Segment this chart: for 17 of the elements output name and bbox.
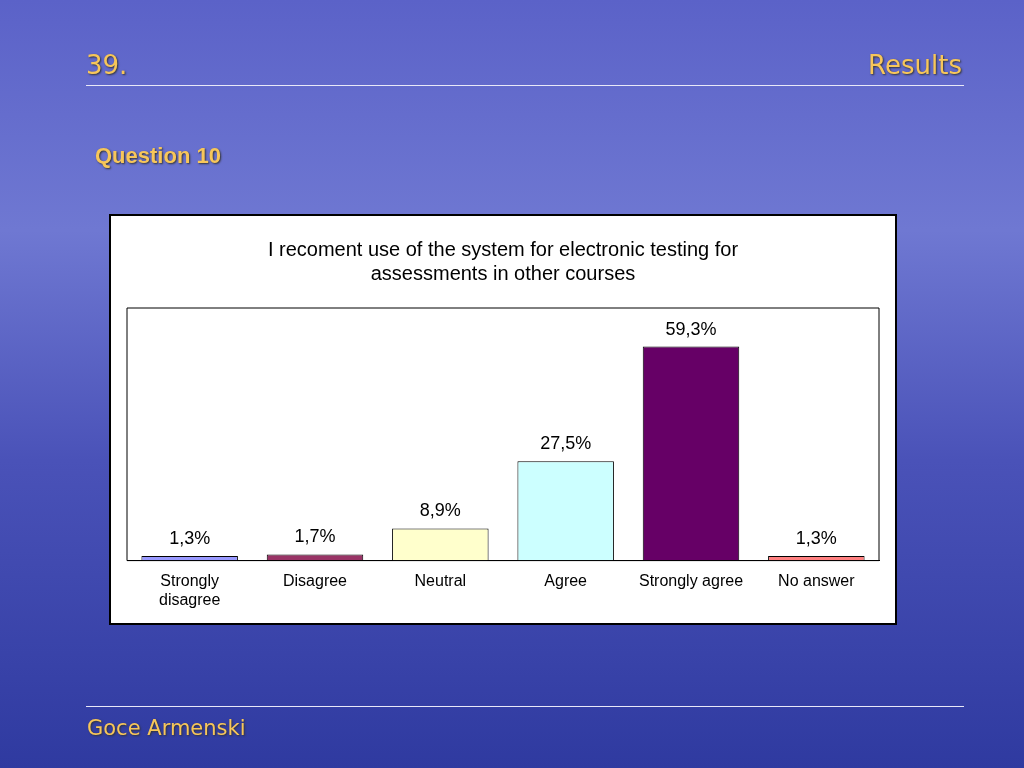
data-label: 1,7% (294, 526, 336, 547)
x-tick-label: Agree (544, 571, 588, 589)
x-tick-label: Strongly disagree (158, 571, 221, 608)
text: 39. (86, 50, 128, 80)
text: Results (868, 50, 962, 80)
x-tick-label: Neutral (414, 571, 467, 589)
data-label: 1,3% (795, 527, 837, 548)
data-label: 59,3% (665, 318, 717, 339)
data-label: 27,5% (540, 433, 592, 454)
data-label: 1,3% (169, 527, 211, 548)
x-tick-label: No answer (778, 571, 856, 589)
chart-title: I recoment use of the system for electronic testing for assessments in other courses (267, 237, 739, 284)
data-label: 8,9% (419, 500, 461, 521)
text: Question 10 (95, 143, 221, 169)
x-tick-label: Strongly agree (638, 571, 744, 589)
x-tick-label: Disagree (282, 571, 348, 589)
text: Goce Armenski (87, 716, 246, 740)
